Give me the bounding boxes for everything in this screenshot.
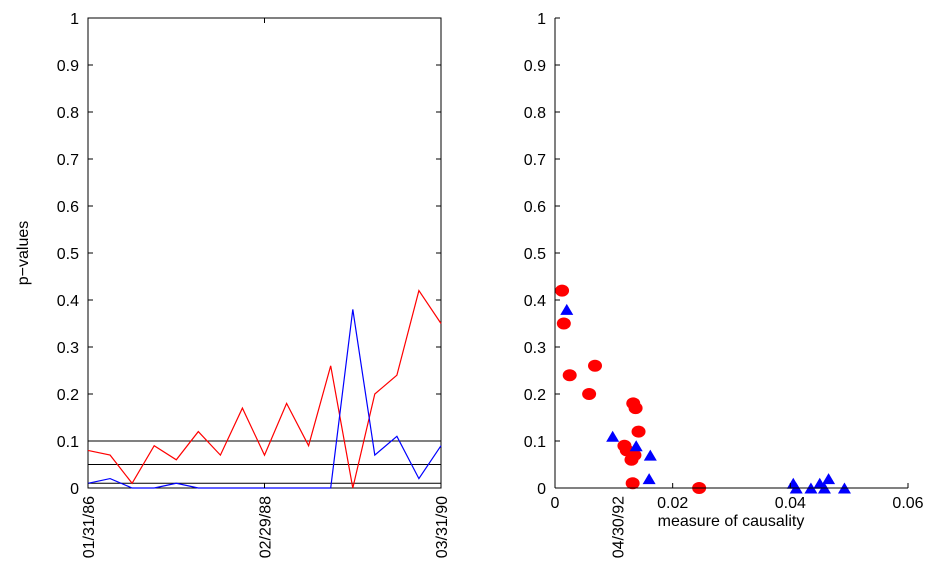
right-y-tick-label: 0.1	[524, 434, 546, 451]
scatter-point-triangle	[560, 303, 574, 315]
right-y-tick-label: 0.9	[524, 58, 546, 75]
left-x-tick-label: 04/30/92	[611, 496, 628, 558]
right-x-tick-label: 0.04	[775, 495, 806, 512]
left-y-tick-label: 0.7	[57, 152, 79, 169]
left-y-tick-label: 0.9	[57, 58, 79, 75]
right-y-tick-label: 0	[537, 481, 546, 498]
left-y-tick-label: 0.1	[57, 434, 79, 451]
right-y-tick-label: 0.2	[524, 387, 546, 404]
left-y-tick-label: 0	[70, 481, 79, 498]
left-y-tick-label: 0.2	[57, 387, 79, 404]
left-y-tick-label: 1	[70, 11, 79, 28]
left-y-tick-label: 0.8	[57, 105, 79, 122]
right-y-tick-label: 0.5	[524, 246, 546, 263]
p-value-series-0	[87, 289, 442, 489]
right-y-tick-label: 0.4	[524, 293, 546, 310]
p-values-line-chart: 0 0.1 0.2 0.3 0.4 0.5 0.6 0.7 0.8 0.9 1 01/31/86 02…	[15, 11, 628, 558]
scatter-point-triangle	[822, 473, 836, 485]
left-x-tick-label: 02/29/88	[258, 496, 275, 558]
right-y-tick-label: 0.7	[524, 152, 546, 169]
scatter-point-triangle	[642, 473, 656, 485]
left-x-tick-label: 01/31/86	[81, 496, 98, 558]
causality-scatter-chart: 0 0.1 0.2 0.3 0.4 0.5 0.6 0.7 0.8 0.9 1 0 0.02 0.04 0…	[524, 11, 924, 530]
scatter-point-circle	[627, 449, 642, 462]
right-y-tick-label: 1	[537, 11, 546, 28]
scatter-point-triangle	[643, 449, 657, 461]
scatter-point-circle	[588, 359, 603, 372]
scatter-point-circle	[562, 369, 577, 382]
right-y-tick-label: 0.3	[524, 340, 546, 357]
left-y-tick-label: 0.5	[57, 246, 79, 263]
right-y-tick-label: 0.6	[524, 199, 546, 216]
scatter-point-circle	[582, 388, 597, 400]
left-plot-frame	[87, 17, 442, 489]
scatter-point-circle	[631, 425, 646, 438]
left-x-tick-label: 03/31/90	[434, 496, 451, 558]
left-y-tick-label: 0.3	[57, 340, 79, 357]
right-x-tick-label: 0.06	[892, 495, 923, 512]
scatter-point-triangle	[629, 440, 643, 452]
left-y-axis-title: p−values	[15, 221, 32, 286]
right-x-axis-title: measure of causality	[658, 513, 805, 530]
left-y-tick-label: 0.6	[57, 199, 79, 216]
left-y-tick-label: 0.4	[57, 293, 79, 310]
scatter-point-circle	[625, 477, 640, 490]
scatter-point-triangle	[606, 430, 620, 442]
right-x-tick-label: 0.02	[657, 495, 688, 512]
right-plot-frame	[555, 18, 908, 488]
right-y-tick-label: 0.8	[524, 105, 546, 122]
scatter-point-circle	[556, 317, 571, 330]
scatter-point-circle	[555, 284, 570, 297]
right-x-tick-label: 0	[551, 495, 560, 512]
scatter-point-circle	[628, 402, 643, 415]
